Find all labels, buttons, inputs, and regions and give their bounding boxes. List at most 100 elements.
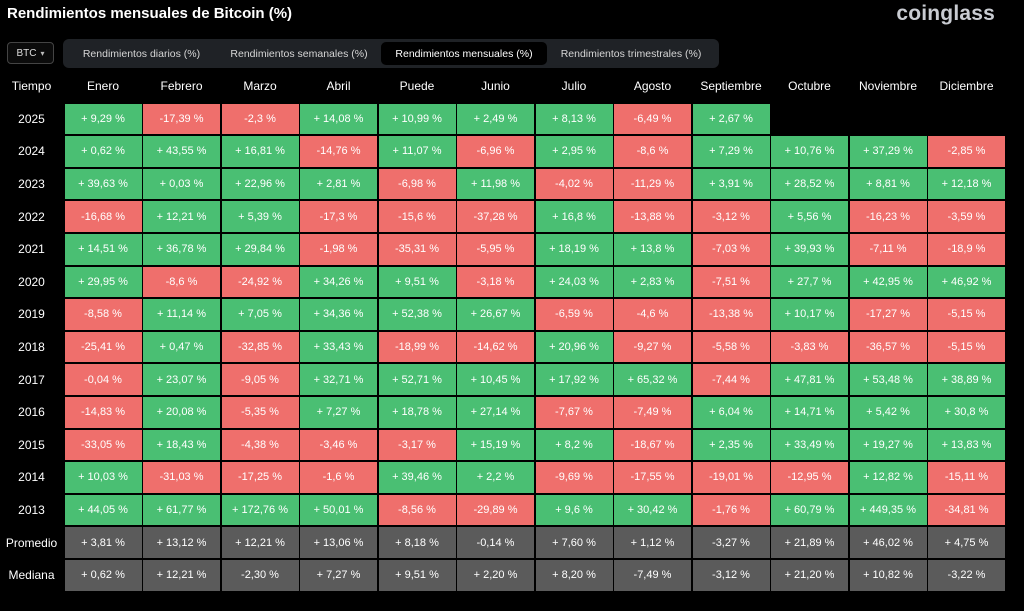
stat-cell: + 13,12 % (143, 527, 220, 558)
row-label: 2016 (18, 405, 45, 420)
return-cell: -17,55 % (614, 462, 691, 493)
return-cell: + 9,6 % (535, 494, 613, 526)
stat-cell: + 13,06 % (300, 527, 377, 558)
return-cell (928, 104, 1005, 135)
tab-daily[interactable]: Rendimientos diarios (%) (82, 47, 201, 60)
return-cell: -3,17 % (378, 429, 456, 461)
return-cell: + 39,46 % (378, 462, 456, 493)
return-cell: -2,3 % (221, 103, 299, 135)
return-cell: -16,23 % (849, 201, 927, 232)
return-cell: + 33,49 % (771, 429, 848, 461)
return-cell: + 11,98 % (457, 168, 534, 200)
stat-row-label: Promedio (5, 535, 58, 550)
return-cell: -17,27 % (849, 299, 927, 330)
return-cell: -5,95 % (457, 233, 534, 265)
stat-cell: + 12,21 % (221, 527, 299, 558)
column-header: Febrero (160, 79, 203, 94)
column-header: Abril (326, 79, 351, 94)
row-label: 2019 (18, 307, 45, 322)
return-cell: -9,69 % (535, 462, 613, 493)
return-cell: + 29,95 % (64, 266, 142, 298)
return-cell: -16,68 % (64, 201, 142, 232)
return-cell: -8,6 % (143, 266, 220, 298)
return-cell: + 7,29 % (692, 136, 770, 167)
return-cell: + 52,71 % (378, 364, 456, 395)
tab-quarterly[interactable]: Rendimientos trimestrales (%) (560, 47, 702, 60)
return-cell: + 34,36 % (300, 299, 377, 330)
return-cell: -7,67 % (535, 396, 613, 428)
column-header: Agosto (633, 79, 672, 94)
return-cell: + 5,39 % (221, 201, 299, 232)
return-cell: + 28,52 % (771, 168, 848, 200)
column-header: Septiembre (700, 79, 762, 94)
return-cell: + 23,07 % (143, 364, 220, 395)
return-cell: + 33,43 % (300, 331, 377, 363)
return-cell: + 20,08 % (143, 396, 220, 428)
return-cell: + 11,07 % (378, 136, 456, 167)
tab-weekly[interactable]: Rendimientos semanales (%) (230, 47, 368, 60)
return-cell: + 42,95 % (849, 266, 927, 298)
return-cell: -1,98 % (300, 233, 377, 265)
return-cell: + 17,92 % (535, 364, 613, 395)
chevron-down-icon: ▾ (40, 48, 45, 58)
return-cell: + 34,26 % (300, 266, 377, 298)
return-cell: -19,01 % (692, 462, 770, 493)
return-cell: -18,67 % (614, 429, 691, 461)
return-cell: -17,39 % (143, 103, 220, 135)
column-header: Marzo (243, 79, 277, 94)
stat-cell: + 7,60 % (535, 527, 613, 558)
column-header: Noviembre (858, 79, 918, 94)
return-cell: -15,11 % (928, 462, 1005, 493)
return-cell: + 18,43 % (143, 429, 220, 461)
return-cell: + 30,42 % (614, 494, 691, 526)
return-cell: + 37,29 % (849, 136, 927, 167)
stat-cell: + 4,75 % (928, 527, 1005, 558)
return-cell: -3,59 % (928, 201, 1005, 232)
row-label: 2018 (18, 340, 45, 355)
return-cell: -8,58 % (64, 299, 142, 330)
return-cell: + 2,49 % (457, 103, 534, 135)
return-cell: -34,81 % (928, 494, 1005, 526)
return-cell: -4,02 % (535, 168, 613, 200)
coin-select-value: BTC (16, 47, 37, 59)
row-label: 2015 (18, 437, 45, 452)
return-cell: -17,3 % (300, 201, 377, 232)
return-cell: + 20,96 % (535, 331, 613, 363)
return-cell: + 2,81 % (300, 168, 377, 200)
return-cell: -29,89 % (457, 494, 534, 526)
coin-select[interactable]: BTC ▾ (7, 42, 54, 64)
stat-row-label: Mediana (8, 568, 55, 583)
return-cell: + 2,2 % (457, 462, 534, 493)
return-cell: + 2,83 % (614, 266, 691, 298)
return-cell: + 10,99 % (378, 103, 456, 135)
return-cell: + 14,71 % (771, 396, 848, 428)
row-label: 2021 (18, 242, 45, 257)
stat-cell: + 7,27 % (300, 559, 377, 591)
return-cell: -11,29 % (614, 168, 691, 200)
return-cell: + 2,35 % (692, 429, 770, 461)
return-cell: + 47,81 % (771, 364, 848, 395)
stat-cell: -3,27 % (692, 527, 770, 558)
row-label: 2014 (18, 470, 45, 485)
return-cell: -0,04 % (64, 364, 142, 395)
row-label: 2022 (18, 209, 45, 224)
return-cell (771, 104, 848, 135)
stat-cell: + 21,89 % (771, 527, 848, 558)
return-cell: -25,41 % (64, 331, 142, 363)
return-cell: + 36,78 % (143, 233, 220, 265)
return-cell: + 39,63 % (64, 168, 142, 200)
return-cell: + 14,51 % (64, 233, 142, 265)
stat-cell: + 3,81 % (64, 527, 142, 558)
return-cell: -31,03 % (143, 462, 220, 493)
return-cell: -5,15 % (928, 331, 1005, 363)
column-header: Julio (561, 79, 587, 94)
tab-monthly[interactable]: Rendimientos mensuales (%) (381, 42, 547, 65)
return-cell: -9,05 % (221, 364, 299, 395)
return-cell: -2,85 % (928, 136, 1005, 167)
return-cell: -1,76 % (692, 494, 770, 526)
return-cell: + 5,42 % (849, 396, 927, 428)
return-cell: + 13,83 % (928, 429, 1005, 461)
return-cell: + 12,18 % (928, 168, 1005, 200)
return-cell: + 32,71 % (300, 364, 377, 395)
stat-cell: -3,22 % (928, 559, 1005, 591)
